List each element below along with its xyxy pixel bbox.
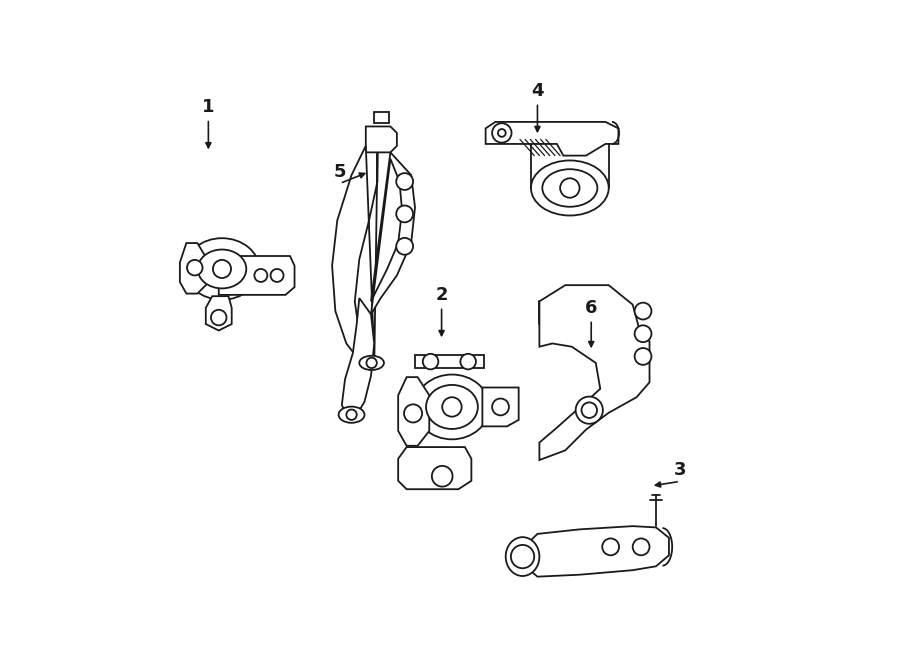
Circle shape (560, 178, 580, 198)
Circle shape (271, 269, 284, 282)
Circle shape (492, 399, 508, 415)
Ellipse shape (359, 356, 384, 370)
Polygon shape (398, 447, 472, 489)
Polygon shape (332, 146, 377, 369)
Circle shape (423, 354, 438, 369)
Polygon shape (374, 112, 389, 123)
Circle shape (396, 206, 413, 222)
Text: 5: 5 (334, 163, 346, 181)
Ellipse shape (426, 385, 478, 429)
Circle shape (187, 260, 202, 276)
Circle shape (366, 358, 377, 368)
Polygon shape (206, 296, 231, 330)
Polygon shape (539, 285, 650, 460)
Ellipse shape (338, 407, 364, 423)
Circle shape (213, 260, 231, 278)
Circle shape (442, 397, 462, 416)
Text: 2: 2 (436, 286, 448, 304)
Polygon shape (219, 256, 294, 295)
Text: 4: 4 (531, 82, 544, 100)
Circle shape (492, 123, 511, 143)
Circle shape (396, 173, 413, 190)
Polygon shape (415, 355, 484, 368)
Circle shape (581, 403, 597, 418)
Circle shape (602, 539, 619, 555)
Text: 3: 3 (674, 461, 686, 479)
Circle shape (255, 269, 267, 282)
Circle shape (634, 348, 652, 365)
Ellipse shape (198, 250, 247, 288)
Text: 1: 1 (202, 98, 214, 116)
Polygon shape (371, 153, 415, 315)
Circle shape (634, 325, 652, 342)
Ellipse shape (415, 375, 490, 440)
Circle shape (396, 238, 413, 254)
Circle shape (461, 354, 476, 369)
Polygon shape (482, 387, 518, 426)
Ellipse shape (184, 238, 259, 299)
Circle shape (633, 539, 650, 555)
Circle shape (432, 466, 453, 486)
Text: 6: 6 (585, 299, 598, 317)
Polygon shape (520, 526, 669, 576)
Circle shape (511, 545, 535, 568)
Circle shape (404, 405, 422, 422)
Ellipse shape (576, 397, 603, 424)
Circle shape (346, 410, 356, 420)
Polygon shape (342, 298, 374, 414)
Circle shape (498, 129, 506, 137)
Polygon shape (486, 122, 618, 155)
Ellipse shape (506, 537, 539, 576)
Circle shape (211, 310, 227, 325)
Ellipse shape (543, 169, 598, 207)
Polygon shape (398, 377, 429, 446)
Ellipse shape (531, 161, 608, 215)
Circle shape (634, 303, 652, 319)
Polygon shape (180, 243, 209, 293)
Polygon shape (365, 126, 397, 153)
